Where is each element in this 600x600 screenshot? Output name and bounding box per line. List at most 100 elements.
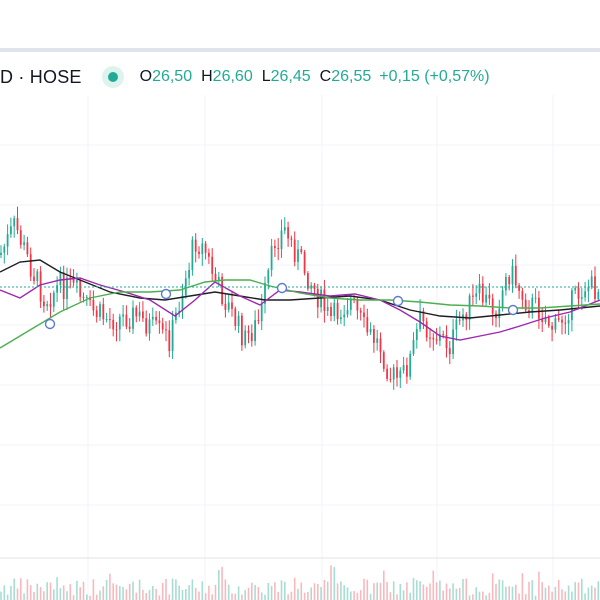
candle-body	[584, 291, 586, 298]
volume-bar	[171, 578, 174, 600]
volume-bar	[26, 579, 29, 600]
candle-body	[475, 293, 478, 297]
candle-body	[194, 239, 197, 252]
toolbar-area	[0, 0, 600, 48]
volume-bar	[69, 584, 72, 600]
volume-bar	[168, 594, 171, 600]
volume-bar	[518, 593, 520, 600]
volume-bar	[280, 580, 283, 600]
candle-body	[389, 378, 392, 380]
volume-bar	[557, 580, 560, 600]
market-status-icon[interactable]	[101, 66, 124, 88]
candle-body	[293, 239, 296, 262]
candle-body	[439, 334, 441, 341]
candle-body	[514, 265, 517, 286]
price-chart[interactable]	[0, 52, 600, 600]
candle-body	[561, 319, 563, 323]
candle-body	[419, 310, 421, 330]
volume-bar	[307, 591, 309, 600]
candle-body	[148, 319, 151, 334]
volume-bar	[567, 585, 570, 600]
candle-body	[455, 319, 458, 330]
candle-body	[175, 312, 177, 321]
volume-bar	[389, 592, 392, 600]
candle-body	[201, 243, 204, 255]
volume-bar	[425, 586, 428, 600]
volume-bar	[554, 586, 557, 600]
volume-bar	[505, 586, 507, 600]
symbol-title[interactable]: D · HOSE	[0, 66, 82, 87]
candle-body	[267, 270, 270, 284]
volume-bar	[300, 582, 303, 600]
volume-bar	[237, 586, 240, 600]
candle-body	[59, 272, 62, 286]
volume-bar	[551, 591, 553, 600]
candle-body	[260, 303, 263, 322]
candle-body	[458, 319, 461, 321]
candle-body	[406, 365, 408, 377]
volume-bar	[76, 580, 78, 600]
open-value: 26,50	[152, 68, 193, 85]
volume-bar	[3, 585, 6, 600]
candle-body	[363, 312, 365, 318]
volume-bar	[224, 579, 227, 600]
volume-bar	[501, 580, 504, 600]
volume-bar	[346, 587, 349, 600]
candle-body	[580, 297, 583, 299]
candle-body	[23, 242, 25, 245]
volume-bar	[10, 585, 12, 600]
volume-bar	[204, 593, 207, 600]
candle-body	[448, 348, 451, 355]
volume-bar	[145, 593, 147, 600]
volume-bar	[0, 591, 2, 600]
volume-bar	[564, 591, 567, 600]
candle-body	[6, 234, 9, 247]
volume-bar	[142, 589, 144, 600]
candle-body	[244, 330, 247, 346]
candle-body	[270, 245, 273, 271]
candle-body	[26, 242, 29, 255]
volume-bar	[323, 579, 326, 600]
volume-bar	[92, 579, 95, 600]
volume-bar	[119, 586, 121, 600]
candle-body	[224, 303, 227, 310]
low-value: 26,45	[270, 68, 311, 85]
volume-bar	[293, 577, 296, 600]
candle-body	[214, 273, 217, 281]
candle-body	[491, 298, 494, 314]
volume-bar	[521, 573, 524, 600]
candle-body	[415, 329, 418, 341]
candle-body	[346, 309, 349, 315]
volume-bar	[320, 586, 322, 600]
candle-body	[521, 290, 524, 300]
candle-body	[333, 302, 336, 317]
candle-body	[435, 339, 438, 341]
volume-bar	[561, 589, 563, 600]
volume-bar	[491, 573, 494, 600]
volume-bar	[574, 582, 576, 600]
volume-bar	[188, 585, 190, 600]
candle-body	[531, 297, 534, 313]
candle-body	[280, 230, 283, 249]
volume-bar	[528, 581, 530, 600]
candle-body	[425, 321, 428, 338]
volume-bar	[392, 581, 395, 600]
volume-bar	[62, 585, 65, 600]
volume-bar	[587, 587, 590, 600]
candle-body	[158, 320, 161, 324]
volume-bar	[102, 586, 105, 600]
candle-body	[501, 290, 504, 309]
candle-body	[49, 304, 52, 307]
candle-body	[231, 302, 233, 309]
candle-body	[19, 230, 22, 245]
volume-bar	[158, 595, 161, 600]
candle-body	[412, 340, 415, 354]
volume-bar	[472, 594, 474, 600]
candle-body	[409, 353, 412, 377]
candle-body	[79, 280, 82, 297]
candle-body	[52, 292, 55, 307]
volume-bar	[109, 573, 111, 600]
candle-body	[181, 295, 184, 311]
volume-bar	[359, 590, 362, 600]
candle-body	[557, 318, 560, 320]
